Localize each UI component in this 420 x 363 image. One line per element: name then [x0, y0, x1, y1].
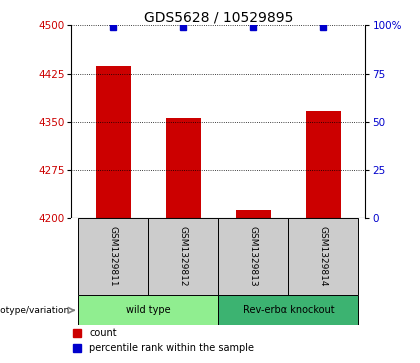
Bar: [96, 66, 131, 218]
Bar: [79, 218, 148, 295]
Text: GSM1329813: GSM1329813: [249, 226, 258, 287]
Bar: [148, 218, 218, 295]
Bar: [166, 118, 201, 218]
Text: Rev-erbα knockout: Rev-erbα knockout: [243, 305, 334, 315]
Text: genotype/variation: genotype/variation: [0, 306, 70, 315]
Bar: [79, 295, 218, 326]
Text: wild type: wild type: [126, 305, 171, 315]
Bar: [218, 218, 289, 295]
Text: count: count: [89, 328, 117, 338]
Bar: [289, 218, 358, 295]
Text: GSM1329811: GSM1329811: [109, 226, 118, 287]
Bar: [306, 111, 341, 218]
Text: GSM1329812: GSM1329812: [179, 227, 188, 287]
Bar: [236, 210, 271, 218]
Title: GDS5628 / 10529895: GDS5628 / 10529895: [144, 10, 293, 24]
Text: percentile rank within the sample: percentile rank within the sample: [89, 343, 254, 353]
Bar: [218, 295, 358, 326]
Text: GSM1329814: GSM1329814: [319, 227, 328, 287]
